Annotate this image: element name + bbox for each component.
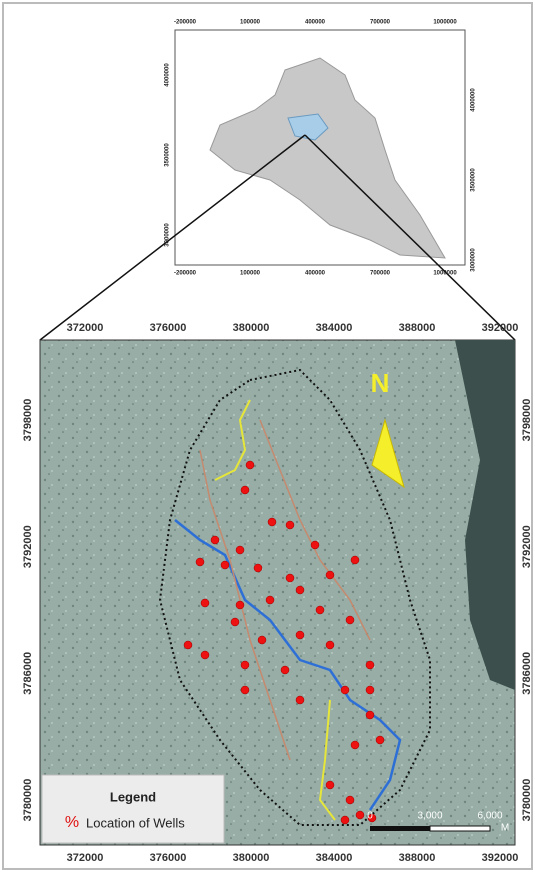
inset-x-label: 400000	[305, 20, 326, 26]
inset-x-label: -200000	[174, 271, 197, 277]
scale-bar	[430, 826, 490, 831]
inset-x-label: 100000	[240, 20, 261, 26]
page: {"inset": { "x_ticks": [-200000, 100000,…	[0, 0, 535, 872]
well	[211, 536, 219, 544]
y-tick-label: 3798000	[521, 399, 533, 442]
well	[184, 641, 192, 649]
well	[241, 486, 249, 494]
inset-y-label: 3500000	[471, 168, 477, 192]
well	[366, 686, 374, 694]
inset-x-label: 400000	[305, 271, 326, 277]
well	[254, 564, 262, 572]
well	[326, 571, 334, 579]
x-tick-label: 380000	[233, 852, 270, 864]
inset-x-label: 1000000	[433, 20, 457, 26]
y-tick-label: 3780000	[521, 779, 533, 822]
well	[286, 574, 294, 582]
well	[346, 616, 354, 624]
inset-y-label: 3000000	[165, 223, 171, 247]
well	[201, 599, 209, 607]
well	[266, 596, 274, 604]
scale-bar	[370, 826, 430, 831]
well	[296, 696, 304, 704]
scale-label: 3,000	[417, 811, 442, 822]
well	[236, 546, 244, 554]
y-tick-label: 3780000	[22, 779, 34, 822]
well	[196, 558, 204, 566]
figure: N 0 3,000 6,000 M Legend % Location of W…	[0, 0, 535, 872]
well	[351, 741, 359, 749]
y-tick-label: 3792000	[22, 525, 34, 568]
x-tick-label: 384000	[316, 322, 353, 334]
well	[326, 781, 334, 789]
well	[296, 586, 304, 594]
inset-x-label: 100000	[240, 271, 261, 277]
well	[316, 606, 324, 614]
well	[366, 711, 374, 719]
y-tick-label: 3786000	[521, 652, 533, 695]
well	[296, 631, 304, 639]
x-tick-label: 372000	[67, 322, 104, 334]
well	[221, 561, 229, 569]
well	[376, 736, 384, 744]
legend-title: Legend	[110, 789, 156, 804]
well	[258, 636, 266, 644]
x-tick-label: 376000	[150, 322, 187, 334]
well	[326, 641, 334, 649]
x-tick-label: 372000	[67, 852, 104, 864]
well	[241, 661, 249, 669]
x-tick-label: 376000	[150, 852, 187, 864]
north-label: N	[371, 368, 390, 398]
scale-label: 0	[367, 811, 373, 822]
well	[341, 816, 349, 824]
well	[241, 686, 249, 694]
well	[231, 618, 239, 626]
well	[311, 541, 319, 549]
inset-y-label: 4000000	[471, 88, 477, 112]
x-tick-label: 384000	[316, 852, 353, 864]
legend-box	[42, 775, 224, 843]
well	[281, 666, 289, 674]
well	[246, 461, 254, 469]
inset-x-label: 700000	[370, 20, 391, 26]
legend-label: Location of Wells	[86, 815, 185, 830]
well	[201, 651, 209, 659]
scale-label: 6,000	[477, 811, 502, 822]
scale-label: M	[501, 823, 509, 834]
inset-x-label: -200000	[174, 20, 197, 26]
well	[366, 661, 374, 669]
x-tick-label: 392000	[482, 852, 519, 864]
y-tick-label: 3786000	[22, 652, 34, 695]
y-tick-label: 3798000	[22, 399, 34, 442]
x-tick-label: 388000	[399, 322, 436, 334]
x-tick-label: 388000	[399, 852, 436, 864]
well	[236, 601, 244, 609]
inset-y-label: 3500000	[165, 143, 171, 167]
y-tick-label: 3792000	[521, 525, 533, 568]
inset-x-label: 1000000	[433, 271, 457, 277]
well	[356, 811, 364, 819]
well	[346, 796, 354, 804]
x-tick-label: 380000	[233, 322, 270, 334]
well	[268, 518, 276, 526]
inset-x-label: 700000	[370, 271, 391, 277]
inset-y-label: 3000000	[471, 248, 477, 272]
well	[351, 556, 359, 564]
well	[341, 686, 349, 694]
x-tick-label: 392000	[482, 322, 519, 334]
inset-y-label: 4000000	[165, 63, 171, 87]
well	[286, 521, 294, 529]
legend-symbol: %	[65, 814, 79, 831]
satellite-image	[40, 340, 515, 845]
